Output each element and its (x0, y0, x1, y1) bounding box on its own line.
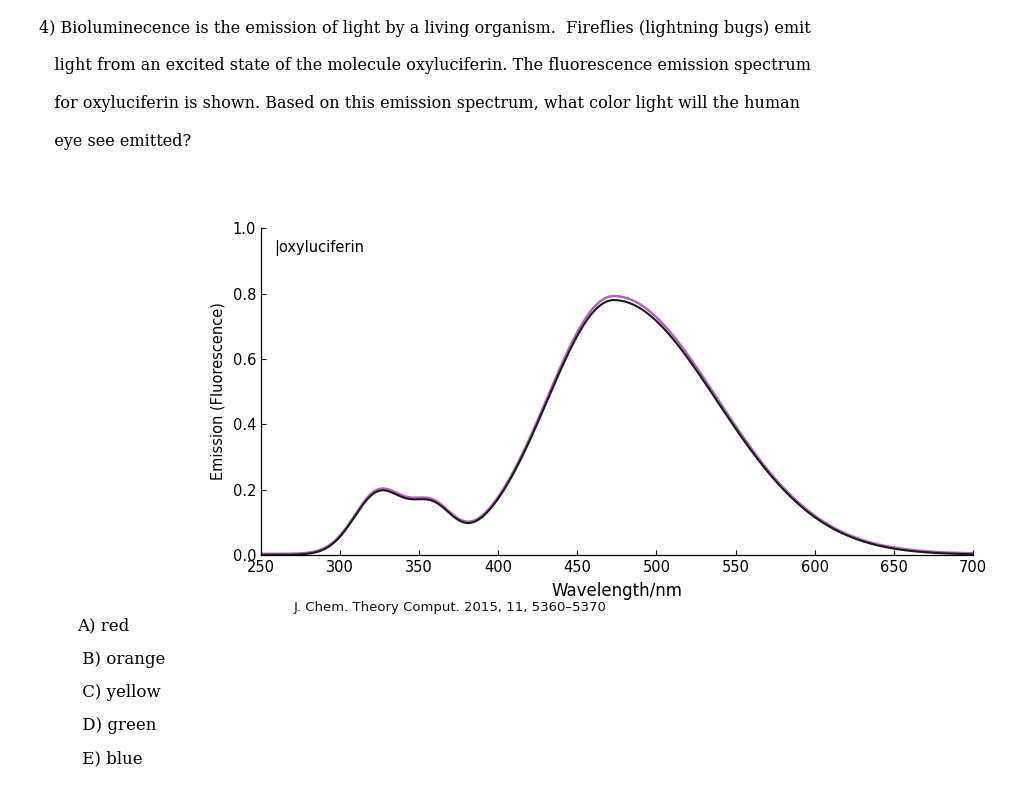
Text: C) yellow: C) yellow (77, 684, 161, 701)
Text: E) blue: E) blue (77, 750, 142, 767)
Text: for oxyluciferin is shown. Based on this emission spectrum, what color light wil: for oxyluciferin is shown. Based on this… (39, 95, 800, 113)
Text: eye see emitted?: eye see emitted? (39, 133, 191, 150)
Text: A) red: A) red (77, 618, 129, 635)
Text: D) green: D) green (77, 717, 157, 734)
Text: B) orange: B) orange (77, 651, 165, 668)
X-axis label: Wavelength/nm: Wavelength/nm (552, 582, 682, 600)
Y-axis label: Emission (Fluorescence): Emission (Fluorescence) (211, 302, 226, 481)
Text: |oxyluciferin: |oxyluciferin (273, 240, 364, 256)
Text: light from an excited state of the molecule oxyluciferin. The fluorescence emiss: light from an excited state of the molec… (39, 57, 811, 75)
Text: J. Chem. Theory Comput. 2015, 11, 5360–5370: J. Chem. Theory Comput. 2015, 11, 5360–5… (294, 601, 607, 615)
Text: 4) Bioluminecence is the emission of light by a living organism.  Fireflies (lig: 4) Bioluminecence is the emission of lig… (39, 20, 811, 37)
